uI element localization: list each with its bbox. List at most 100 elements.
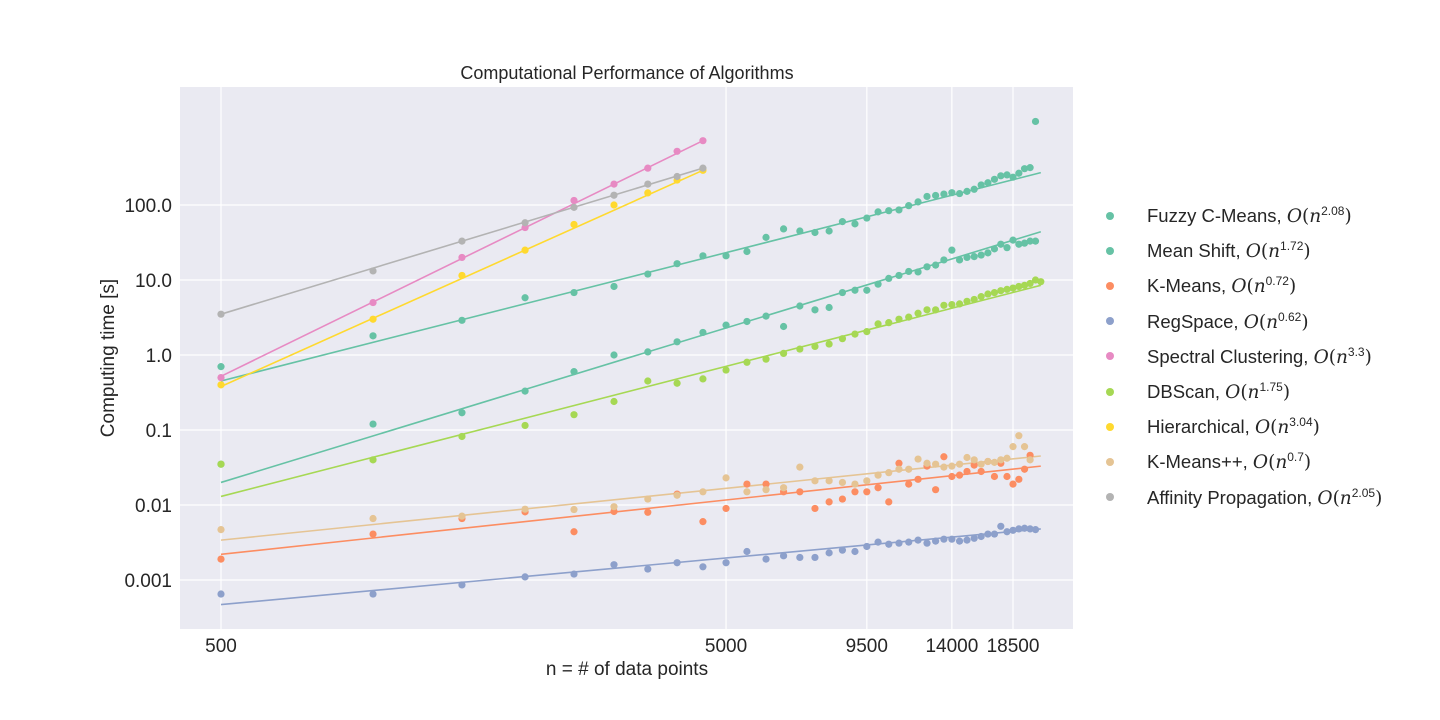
data-point <box>1020 239 1029 247</box>
data-point <box>779 225 788 233</box>
data-point <box>932 460 940 468</box>
data-point <box>811 553 819 562</box>
data-point <box>610 282 618 291</box>
data-point <box>997 240 1005 248</box>
data-point <box>825 498 833 506</box>
data-point <box>811 228 819 237</box>
data-point <box>905 313 913 321</box>
data-point <box>369 530 377 538</box>
data-point <box>838 546 847 554</box>
data-point <box>369 298 377 307</box>
data-point <box>905 267 913 276</box>
data-point <box>743 358 751 366</box>
data-point <box>1009 526 1017 534</box>
data-point <box>369 315 377 323</box>
y-tick-label: 0.1 <box>146 421 172 442</box>
data-point <box>940 453 948 461</box>
data-point <box>1020 465 1029 473</box>
data-point <box>984 249 992 257</box>
data-point <box>699 328 707 337</box>
data-point <box>1009 173 1017 181</box>
data-point <box>984 457 992 466</box>
data-point <box>644 270 652 278</box>
data-point <box>955 189 964 198</box>
legend-item: K-Means, O(n0.72) <box>1100 268 1382 303</box>
data-point <box>610 503 618 511</box>
data-point <box>1020 443 1029 451</box>
data-point <box>458 271 466 280</box>
data-point <box>863 542 871 551</box>
data-point <box>673 559 681 567</box>
data-point <box>811 504 819 513</box>
data-point <box>885 469 893 477</box>
data-point <box>923 306 931 314</box>
data-point <box>825 477 833 485</box>
data-point <box>874 484 882 492</box>
data-point <box>963 453 971 462</box>
data-point <box>217 555 225 563</box>
legend-label: Hierarchical, O(n3.04) <box>1147 415 1320 439</box>
legend-item: Affinity Propagation, O(n2.05) <box>1100 480 1382 515</box>
data-point <box>838 335 847 343</box>
data-point <box>1009 236 1017 244</box>
data-point <box>851 480 859 488</box>
data-point <box>811 342 819 351</box>
data-point <box>874 471 882 479</box>
data-point <box>874 280 882 288</box>
data-point <box>914 536 922 544</box>
data-point <box>914 475 922 483</box>
data-point <box>838 218 847 226</box>
data-point <box>722 366 730 374</box>
legend-label: RegSpace, O(n0.62) <box>1147 309 1309 333</box>
data-point <box>825 340 833 348</box>
data-point <box>863 477 871 485</box>
data-point <box>610 180 618 188</box>
data-point <box>644 508 652 516</box>
data-point <box>1009 480 1017 488</box>
fit-lines <box>220 139 1042 606</box>
data-point <box>811 477 819 485</box>
data-point <box>570 528 578 536</box>
data-point <box>970 185 978 193</box>
data-point <box>838 288 847 297</box>
data-point <box>644 565 652 573</box>
data-point <box>997 522 1005 530</box>
data-point <box>914 309 922 317</box>
data-point <box>895 271 903 280</box>
data-point <box>217 381 225 389</box>
legend-item: DBScan, O(n1.75) <box>1100 374 1382 409</box>
fit-line <box>220 284 1042 498</box>
data-point <box>699 488 707 496</box>
data-point <box>762 312 770 320</box>
data-point <box>610 201 618 209</box>
data-point <box>458 512 466 520</box>
legend-marker <box>1106 352 1114 361</box>
data-point <box>955 256 964 264</box>
data-point <box>1026 456 1034 464</box>
data-point <box>914 455 922 463</box>
data-point <box>369 267 377 275</box>
legend-marker <box>1106 493 1114 502</box>
data-point <box>940 535 948 543</box>
data-point <box>990 175 999 183</box>
data-point <box>895 459 903 467</box>
data-point <box>1026 525 1034 533</box>
data-point <box>948 472 956 481</box>
data-point <box>1015 432 1023 440</box>
data-point <box>885 274 893 283</box>
data-point <box>796 488 804 496</box>
data-point <box>932 486 940 494</box>
data-points <box>217 117 1045 598</box>
data-point <box>458 316 466 324</box>
legend-item: Hierarchical, O(n3.04) <box>1100 409 1382 444</box>
data-point <box>851 286 859 294</box>
data-point <box>1015 169 1023 177</box>
data-point <box>762 355 770 363</box>
data-point <box>762 480 770 488</box>
x-axis-label: n = # of data points <box>546 659 708 680</box>
data-point <box>673 379 681 387</box>
data-point <box>963 187 971 195</box>
data-point <box>977 181 985 189</box>
data-point <box>217 460 225 468</box>
data-point <box>699 164 707 172</box>
